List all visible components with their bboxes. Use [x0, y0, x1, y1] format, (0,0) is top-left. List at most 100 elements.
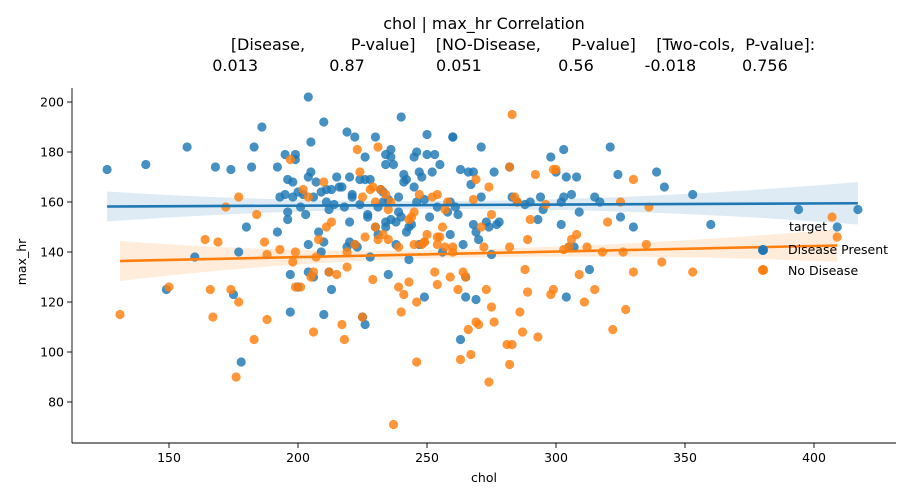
data-point [432, 279, 442, 290]
data-point [582, 242, 592, 252]
data-point [574, 207, 584, 217]
data-point [590, 284, 600, 295]
data-point [360, 232, 370, 242]
data-point [440, 204, 450, 215]
data-point [303, 239, 313, 250]
data-point [386, 144, 396, 155]
x-tick-label: 200 [286, 450, 310, 465]
data-point [533, 332, 543, 342]
data-point [164, 282, 174, 292]
data-point [561, 292, 571, 302]
data-point [412, 147, 422, 157]
data-point [613, 169, 623, 180]
data-point [350, 239, 360, 250]
data-point [574, 269, 584, 280]
data-point [249, 142, 259, 152]
y-tick-label: 140 [40, 245, 64, 260]
title-line-3: 0.013 0.87 0.051 0.56 -0.018 0.756 [212, 56, 788, 75]
data-point [386, 152, 396, 162]
data-point [479, 242, 489, 252]
x-tick-label: 150 [157, 450, 181, 465]
data-point [226, 284, 236, 295]
title-line-2: [Disease, P-value] [NO-Disease, P-value]… [231, 35, 815, 54]
data-point [628, 222, 639, 232]
y-tick-label: 120 [40, 295, 64, 310]
data-point [461, 292, 471, 302]
data-point [517, 327, 528, 337]
data-point [326, 184, 337, 195]
x-tick-label: 350 [673, 450, 697, 465]
data-point [381, 189, 391, 200]
data-point [303, 92, 313, 102]
data-point [471, 294, 481, 305]
data-point [559, 192, 569, 202]
data-point [445, 229, 455, 240]
data-point [102, 164, 112, 175]
data-point [283, 214, 293, 225]
data-point [388, 159, 399, 170]
data-point [311, 177, 321, 187]
axes [71, 88, 896, 444]
data-point [507, 339, 517, 350]
data-point [249, 334, 259, 345]
data-point [205, 284, 215, 295]
x-tick-label: 300 [544, 450, 568, 465]
data-point [530, 169, 541, 180]
data-point [296, 282, 306, 292]
data-point [272, 227, 282, 237]
data-point [383, 204, 393, 215]
data-point [412, 357, 422, 367]
data-point [533, 214, 543, 225]
y-tick-label: 100 [40, 345, 64, 360]
data-point [476, 142, 486, 152]
data-point [448, 132, 458, 142]
data-point [326, 217, 337, 227]
data-point [368, 274, 378, 285]
data-point [319, 117, 329, 127]
y-ticks: 80 100 120 140 160 180 200 [40, 95, 72, 410]
data-point [471, 174, 481, 185]
data-point [409, 182, 419, 192]
data-point [288, 257, 298, 267]
data-point [605, 142, 615, 152]
data-point [226, 164, 236, 175]
data-point [368, 182, 378, 192]
data-point [283, 207, 293, 217]
data-point [608, 324, 618, 335]
data-point [652, 167, 662, 177]
data-point [486, 249, 497, 260]
data-point [520, 264, 530, 275]
data-point [115, 309, 125, 320]
data-point [440, 242, 450, 252]
data-point [319, 177, 329, 187]
data-point [853, 204, 863, 215]
data-point [422, 129, 432, 140]
data-point [468, 219, 478, 230]
x-tick-label: 400 [802, 450, 826, 465]
data-point [409, 239, 419, 250]
confidence-bands [107, 182, 858, 281]
legend: target Disease Present No Disease [758, 219, 888, 278]
x-tick-label: 250 [415, 450, 439, 465]
data-point [628, 174, 639, 185]
data-point [339, 334, 349, 345]
data-point [252, 209, 262, 220]
confidence-band [120, 229, 838, 281]
data-point [262, 314, 272, 325]
data-point [628, 267, 639, 277]
data-point [234, 297, 244, 307]
data-point [505, 162, 515, 172]
data-point [342, 262, 352, 272]
data-point [453, 284, 463, 295]
data-point [579, 297, 590, 307]
data-point [535, 192, 546, 202]
data-point [641, 239, 651, 250]
data-point [394, 192, 404, 202]
data-point [288, 177, 298, 187]
data-point [332, 269, 342, 280]
data-point [603, 217, 613, 227]
data-point [396, 212, 406, 222]
data-point [556, 219, 566, 230]
data-point [394, 282, 404, 292]
